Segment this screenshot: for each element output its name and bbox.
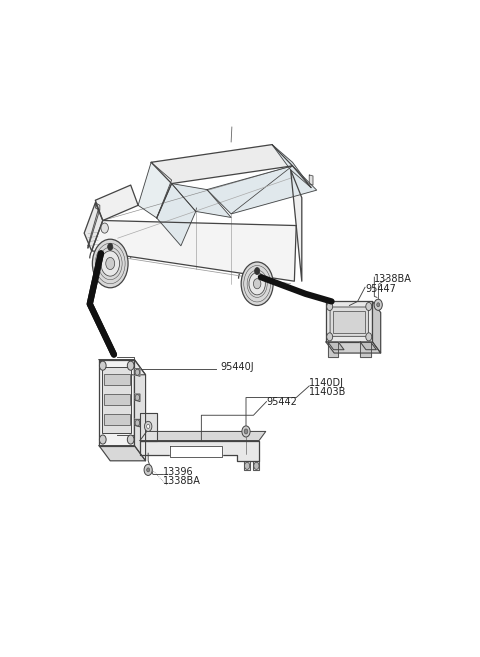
Text: 95440J: 95440J <box>220 362 253 373</box>
Polygon shape <box>372 302 381 353</box>
Polygon shape <box>272 145 311 188</box>
Polygon shape <box>328 342 344 350</box>
Circle shape <box>135 394 140 401</box>
Polygon shape <box>360 342 376 350</box>
Text: 1338BA: 1338BA <box>163 476 201 486</box>
Polygon shape <box>151 145 292 183</box>
Polygon shape <box>360 342 371 357</box>
Circle shape <box>249 273 265 295</box>
Circle shape <box>99 435 106 444</box>
Circle shape <box>101 223 108 233</box>
Circle shape <box>244 429 248 434</box>
Polygon shape <box>207 166 317 214</box>
Circle shape <box>144 421 152 432</box>
Circle shape <box>253 279 261 289</box>
Circle shape <box>242 426 250 437</box>
Circle shape <box>147 424 150 428</box>
Circle shape <box>144 464 152 476</box>
Circle shape <box>99 361 106 371</box>
Circle shape <box>241 262 273 306</box>
Circle shape <box>106 258 115 269</box>
Circle shape <box>374 299 382 310</box>
Polygon shape <box>99 359 145 374</box>
Polygon shape <box>140 432 266 441</box>
Polygon shape <box>290 170 302 281</box>
Bar <box>334 311 365 333</box>
Polygon shape <box>84 203 103 251</box>
Polygon shape <box>170 445 222 457</box>
Polygon shape <box>244 461 250 470</box>
Text: 11403B: 11403B <box>309 387 347 397</box>
Circle shape <box>108 243 113 250</box>
Bar <box>104 415 130 425</box>
Polygon shape <box>140 441 259 461</box>
Circle shape <box>101 251 120 276</box>
Polygon shape <box>172 183 231 217</box>
Text: 13396: 13396 <box>163 467 194 478</box>
Circle shape <box>135 420 140 426</box>
Text: 95442: 95442 <box>266 397 297 407</box>
Circle shape <box>147 468 150 472</box>
Polygon shape <box>134 394 140 401</box>
Polygon shape <box>156 183 196 246</box>
Circle shape <box>92 239 128 288</box>
Text: 1140DJ: 1140DJ <box>309 378 344 388</box>
Circle shape <box>327 302 333 311</box>
Polygon shape <box>99 445 145 461</box>
Polygon shape <box>96 185 138 221</box>
Polygon shape <box>328 342 338 357</box>
Polygon shape <box>309 175 313 185</box>
Polygon shape <box>134 419 140 427</box>
Bar <box>102 367 132 433</box>
Text: 95447: 95447 <box>365 284 396 294</box>
Polygon shape <box>96 203 100 210</box>
Circle shape <box>254 463 259 469</box>
Polygon shape <box>253 461 259 470</box>
Circle shape <box>327 333 333 341</box>
Polygon shape <box>134 359 145 461</box>
Polygon shape <box>140 413 156 441</box>
Polygon shape <box>88 210 98 248</box>
Polygon shape <box>138 162 172 218</box>
Text: 1338BA: 1338BA <box>374 274 412 284</box>
Circle shape <box>254 267 260 275</box>
Polygon shape <box>326 302 372 342</box>
Polygon shape <box>99 359 134 445</box>
Circle shape <box>377 303 380 307</box>
Circle shape <box>135 369 140 375</box>
Bar <box>104 394 130 405</box>
Polygon shape <box>92 221 296 281</box>
Circle shape <box>244 463 250 469</box>
Circle shape <box>366 302 372 311</box>
Circle shape <box>366 333 372 341</box>
Circle shape <box>127 435 134 444</box>
Bar <box>104 374 130 385</box>
Polygon shape <box>326 342 381 353</box>
Polygon shape <box>134 369 140 376</box>
FancyBboxPatch shape <box>330 307 368 336</box>
Circle shape <box>127 361 134 371</box>
